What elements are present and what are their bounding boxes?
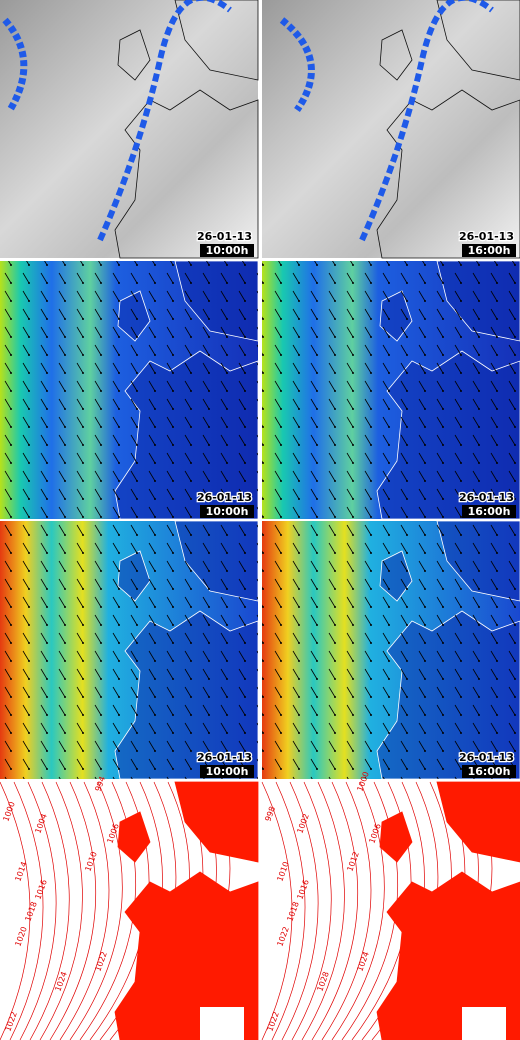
date-label: 26-01-13	[459, 491, 514, 504]
blank-box	[462, 1007, 506, 1040]
land	[436, 0, 520, 81]
time-label: 10:00h	[206, 244, 249, 257]
date-label: 26-01-13	[459, 751, 514, 764]
wind-arrows	[0, 261, 258, 519]
date-label: 26-01-13	[197, 491, 252, 504]
time-label: 16:00h	[468, 765, 511, 778]
date-label: 26-01-13	[197, 230, 252, 243]
isobar	[291, 781, 332, 1040]
land	[174, 0, 259, 81]
time-label: 10:00h	[206, 765, 249, 778]
isobar	[0, 781, 31, 1040]
land	[114, 89, 259, 259]
land	[376, 89, 520, 259]
time-box	[462, 505, 516, 518]
island	[379, 811, 413, 863]
isobar	[311, 781, 359, 1040]
cloud-band	[279, 17, 315, 113]
wind-arrows	[0, 521, 258, 779]
island	[117, 811, 151, 863]
isobar	[39, 781, 83, 1040]
blank-box	[200, 1007, 244, 1040]
isobar	[271, 781, 306, 1040]
date-label: 26-01-13	[197, 751, 252, 764]
satellite-image	[0, 0, 258, 258]
cloud-band	[359, 0, 494, 242]
wind-arrows	[262, 261, 520, 519]
cloud-band	[2, 17, 28, 112]
time-label: 16:00h	[468, 505, 511, 518]
land	[114, 871, 259, 1040]
isobar	[69, 781, 123, 1040]
time-box	[200, 505, 254, 518]
land	[376, 871, 520, 1040]
isobar	[59, 781, 110, 1040]
cloud-band	[97, 0, 232, 242]
date-label: 26-01-13	[459, 230, 514, 243]
satellite-image	[262, 0, 520, 258]
time-label: 10:00h	[206, 505, 249, 518]
island	[117, 29, 151, 81]
isobar	[301, 781, 345, 1040]
isobar	[331, 781, 385, 1040]
isobar	[19, 781, 57, 1040]
wind-arrows	[262, 521, 520, 779]
isobar	[9, 781, 44, 1040]
time-box	[462, 765, 516, 778]
time-box	[200, 244, 254, 257]
time-box	[200, 765, 254, 778]
time-label: 16:00h	[468, 244, 511, 257]
isobar	[29, 781, 70, 1040]
island	[379, 29, 413, 81]
land	[174, 781, 259, 863]
isobar	[281, 781, 319, 1040]
land	[436, 781, 520, 863]
time-box	[462, 244, 516, 257]
isobar	[321, 781, 372, 1040]
isobar	[49, 781, 97, 1040]
isobar	[261, 781, 293, 1040]
